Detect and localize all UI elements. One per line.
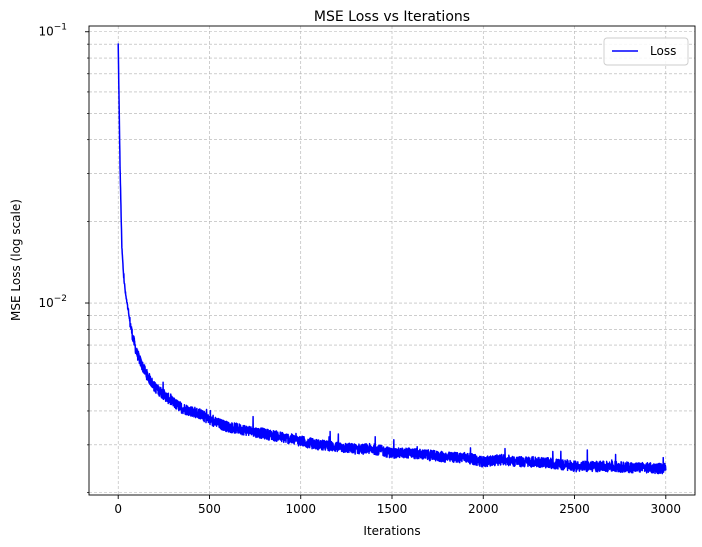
x-tick-label: 500 bbox=[198, 502, 221, 516]
x-axis-label: Iterations bbox=[363, 524, 420, 538]
y-tick-label: 10−1 bbox=[38, 23, 67, 39]
x-tick-label: 1500 bbox=[377, 502, 408, 516]
chart-title: MSE Loss vs Iterations bbox=[314, 9, 470, 25]
legend: Loss bbox=[603, 37, 689, 66]
grid bbox=[89, 26, 695, 495]
legend-box bbox=[603, 37, 689, 66]
x-tick-label: 2500 bbox=[559, 502, 590, 516]
x-tick-label: 3000 bbox=[651, 502, 682, 516]
loss-series-line bbox=[117, 43, 667, 475]
ticks: 0 500 1000 1500 2000 2500 3000 10−2 10−1 bbox=[38, 23, 681, 516]
y-tick-label: 10−2 bbox=[38, 294, 67, 310]
series-layer bbox=[117, 43, 667, 475]
x-tick-label: 2000 bbox=[468, 502, 499, 516]
x-tick-label: 1000 bbox=[285, 502, 316, 516]
x-tick-label: 0 bbox=[114, 502, 122, 516]
y-axis-label: MSE Loss (log scale) bbox=[9, 199, 23, 321]
legend-label-loss: Loss bbox=[650, 44, 676, 58]
